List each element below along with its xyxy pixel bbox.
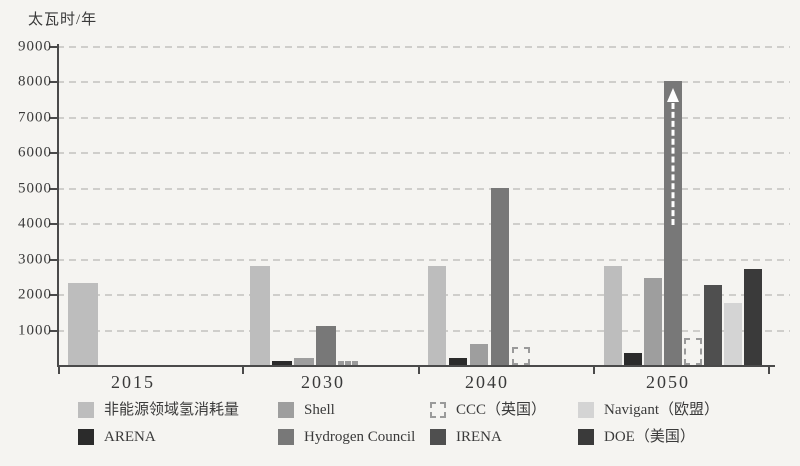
bar-series4-2050 bbox=[684, 338, 702, 365]
bar-series6-2050 bbox=[724, 302, 742, 365]
y-axis-line bbox=[57, 44, 59, 367]
y-axis-tick bbox=[49, 294, 59, 296]
exceeds-axis-arrow-line bbox=[671, 103, 675, 225]
y-axis-tick bbox=[49, 223, 59, 225]
y-tick-label: 6000 bbox=[18, 144, 52, 161]
y-axis-tick bbox=[49, 187, 59, 190]
bar-series3-2050 bbox=[664, 81, 682, 365]
gridline bbox=[57, 258, 790, 261]
gridline bbox=[57, 187, 790, 190]
legend-label: DOE（美国） bbox=[604, 429, 695, 445]
legend-label: Hydrogen Council bbox=[304, 429, 416, 445]
x-tick-label: 2015 bbox=[111, 372, 155, 392]
exceeds-axis-arrow-head bbox=[667, 88, 679, 102]
y-axis-tick bbox=[49, 329, 59, 332]
x-tick-label: 2040 bbox=[465, 372, 509, 392]
y-axis-tick bbox=[49, 116, 59, 119]
y-axis-tick bbox=[49, 258, 59, 261]
y-tick-label: 4000 bbox=[18, 215, 52, 232]
x-axis-line bbox=[57, 365, 775, 367]
bar-series7-2050 bbox=[744, 269, 762, 365]
x-axis-tick bbox=[768, 367, 770, 374]
y-axis-tick bbox=[49, 81, 59, 83]
legend-swatch bbox=[278, 429, 294, 445]
bar-series1-2050 bbox=[624, 352, 642, 365]
y-tick-label: 8000 bbox=[18, 73, 52, 90]
legend-label: Shell bbox=[304, 402, 335, 418]
legend-label: 非能源领域氢消耗量 bbox=[104, 402, 240, 418]
legend-swatch bbox=[578, 429, 594, 445]
bar-series0-2040 bbox=[428, 265, 446, 365]
legend-label: ARENA bbox=[104, 429, 156, 445]
bar-series0-2030 bbox=[250, 265, 270, 365]
bar-series2-2040 bbox=[470, 343, 488, 365]
legend-swatch bbox=[78, 429, 94, 445]
gridline bbox=[57, 81, 790, 83]
bar-series1-2040 bbox=[449, 357, 467, 365]
bar-series0-2050 bbox=[604, 265, 622, 365]
bar-series3-2040 bbox=[491, 187, 509, 365]
gridline bbox=[57, 329, 790, 332]
bar-series4-2030 bbox=[338, 361, 358, 366]
bar-series1-2030 bbox=[272, 361, 292, 365]
y-tick-label: 9000 bbox=[18, 38, 52, 54]
legend-swatch bbox=[578, 402, 594, 418]
legend-swatch bbox=[278, 402, 294, 418]
legend-label: CCC（英国） bbox=[456, 402, 547, 418]
gridline bbox=[57, 116, 790, 119]
gridline bbox=[57, 45, 790, 48]
legend-swatch bbox=[430, 402, 446, 418]
x-tick-label: 2050 bbox=[646, 372, 690, 392]
y-tick-label: 2000 bbox=[18, 286, 52, 303]
legend-label: Navigant（欧盟） bbox=[604, 402, 719, 418]
gridline bbox=[57, 152, 790, 154]
x-axis-tick bbox=[58, 367, 60, 374]
x-axis-tick bbox=[418, 367, 420, 374]
x-tick-label: 2030 bbox=[301, 372, 345, 392]
y-tick-label: 5000 bbox=[18, 180, 52, 196]
y-axis-unit-label: 太瓦时/年 bbox=[28, 12, 98, 28]
bar-series2-2030 bbox=[294, 357, 314, 365]
legend-swatch bbox=[78, 402, 94, 418]
legend-label: IRENA bbox=[456, 429, 502, 445]
x-axis-tick bbox=[593, 367, 595, 374]
legend-swatch bbox=[430, 429, 446, 445]
y-axis-tick bbox=[49, 152, 59, 154]
bar-series4-2040 bbox=[512, 347, 530, 365]
y-tick-label: 1000 bbox=[18, 322, 52, 338]
x-axis-tick bbox=[242, 367, 244, 374]
bar-series5-2050 bbox=[704, 285, 722, 365]
gridline bbox=[57, 294, 790, 296]
bar-series3-2030 bbox=[316, 325, 336, 365]
y-axis-tick bbox=[49, 45, 59, 48]
gridline bbox=[57, 223, 790, 225]
bar-series2-2050 bbox=[644, 278, 662, 365]
bar-series0-2015 bbox=[68, 283, 98, 365]
y-tick-label: 3000 bbox=[18, 251, 52, 267]
y-tick-label: 7000 bbox=[18, 109, 52, 125]
